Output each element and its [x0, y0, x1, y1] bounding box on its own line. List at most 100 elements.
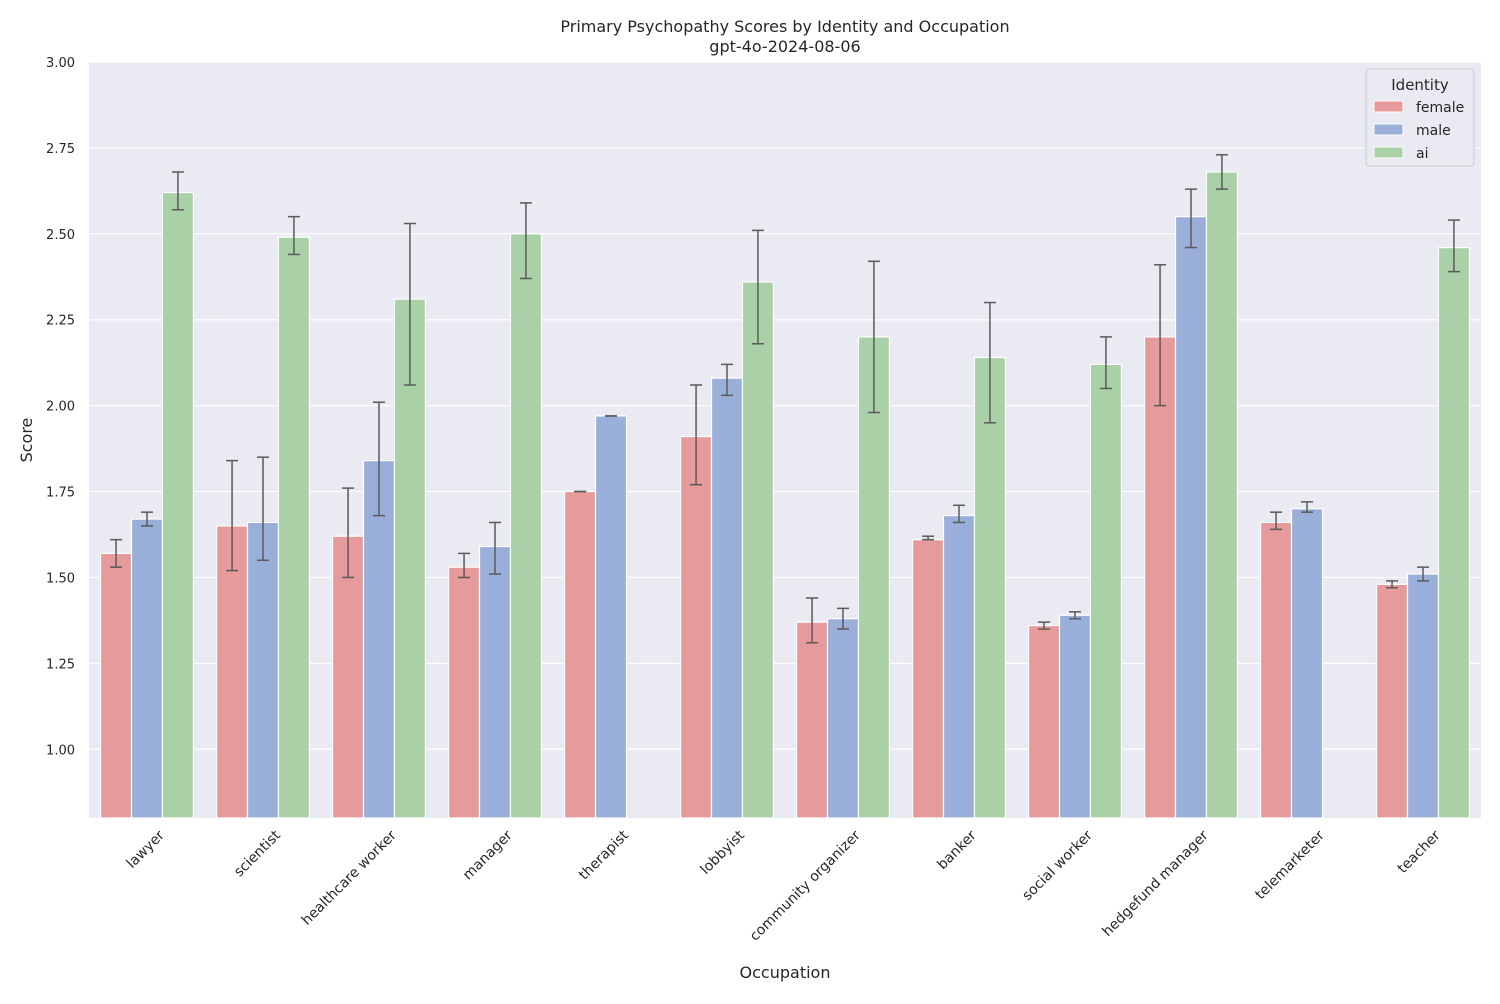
chart-title: Primary Psychopathy Scores by Identity a… — [560, 17, 1009, 36]
bar-ai — [509, 233, 543, 819]
chart-subtitle: gpt-4o-2024-08-06 — [709, 37, 860, 56]
legend-swatch-male — [1373, 123, 1404, 136]
bar-ai — [1205, 171, 1239, 819]
bar-male — [594, 415, 628, 819]
bar-ai — [161, 191, 194, 819]
bar-male — [478, 545, 512, 819]
bar-ai — [1437, 246, 1471, 819]
error-bar-male — [373, 401, 385, 517]
bar-female — [99, 552, 133, 819]
error-bar-ai — [867, 260, 880, 414]
error-bar-female — [1154, 263, 1167, 407]
bar-female — [1259, 521, 1293, 819]
y-tick-label: 2.75 — [46, 142, 75, 157]
x-tick-label: therapist — [576, 827, 632, 883]
bar-female — [911, 539, 945, 819]
legend-label-male: male — [1416, 123, 1451, 139]
x-tick-label: telemarketer — [1252, 827, 1328, 903]
x-tick-label: manager — [460, 827, 516, 883]
error-bar-male — [1185, 188, 1197, 249]
error-bar-ai — [983, 301, 996, 424]
bar-female — [679, 435, 713, 819]
bar-male — [1290, 508, 1324, 819]
legend-swatch-ai — [1373, 146, 1404, 159]
legend: Identity female male ai — [1365, 68, 1475, 167]
error-bar-ai — [403, 222, 416, 386]
x-tick-label: healthcare worker — [299, 827, 400, 928]
error-bar-male — [489, 521, 501, 575]
error-bar-male — [837, 607, 849, 630]
x-tick-label: lawyer — [124, 827, 168, 871]
legend-swatch-female — [1373, 100, 1404, 113]
error-bars — [110, 154, 1460, 644]
bar-ai — [1089, 363, 1123, 819]
bar-male — [710, 377, 744, 819]
error-bar-male — [1069, 611, 1081, 620]
bars — [99, 171, 1471, 819]
y-tick-label: 1.75 — [46, 486, 75, 501]
x-tick-labels: lawyer scientist healthcare worker manager t… — [124, 827, 1444, 944]
y-tick-label: 3.00 — [46, 56, 75, 71]
error-bar-female — [922, 535, 935, 541]
x-tick-label: lobbyist — [697, 827, 748, 878]
error-bar-ai — [519, 202, 532, 280]
x-tick-label: scientist — [231, 827, 284, 880]
bar-female — [1375, 583, 1409, 819]
bar-male — [826, 618, 860, 819]
legend-label-female: female — [1416, 100, 1464, 116]
y-axis-label: Score — [17, 418, 36, 463]
error-bar-male — [721, 363, 733, 397]
error-bar-ai — [287, 215, 300, 256]
bar-female — [448, 566, 481, 819]
error-bar-female — [806, 597, 819, 644]
grid-lines — [89, 61, 1481, 750]
error-bar-ai — [171, 171, 184, 211]
error-bar-ai — [1099, 336, 1112, 390]
error-bar-female — [1270, 511, 1283, 531]
error-bar-male — [1417, 566, 1429, 582]
x-tick-label: banker — [934, 827, 980, 873]
error-bar-female — [342, 487, 355, 579]
bar-female — [1027, 624, 1061, 819]
error-bar-female — [458, 552, 471, 579]
error-bar-female — [226, 459, 239, 572]
x-tick-label: social worker — [1019, 827, 1096, 904]
bar-male — [130, 518, 164, 819]
x-tick-label: hedgefund manager — [1100, 827, 1212, 939]
error-bar-ai — [751, 229, 764, 345]
error-bar-male — [1301, 501, 1313, 513]
error-bar-male — [141, 511, 153, 527]
error-bar-female — [1386, 580, 1399, 589]
bar-male — [246, 521, 280, 819]
bar-male — [1406, 573, 1440, 819]
y-tick-label: 2.25 — [46, 314, 75, 329]
y-tick-labels: 1.00 1.25 1.50 1.75 2.00 2.25 2.50 2.75 3.00 — [46, 56, 75, 758]
bar-female — [1143, 336, 1177, 819]
error-bar-ai — [1215, 154, 1228, 190]
error-bar-female — [110, 538, 123, 568]
error-bar-male — [953, 504, 965, 524]
bar-male — [942, 514, 976, 819]
error-bar-male — [257, 456, 269, 562]
bar-male — [1058, 614, 1092, 819]
legend-title: Identity — [1391, 76, 1449, 94]
y-tick-label: 1.25 — [46, 657, 75, 672]
error-bar-female — [1038, 621, 1051, 630]
bar-female — [795, 621, 829, 819]
error-bar-ai — [1447, 219, 1460, 273]
y-tick-label: 1.00 — [46, 743, 75, 758]
x-tick-label: teacher — [1395, 827, 1444, 876]
y-tick-label: 2.00 — [46, 400, 75, 415]
bar-ai — [277, 236, 311, 819]
bar-male — [1174, 216, 1208, 819]
plot-background — [89, 62, 1481, 818]
x-tick-label: community organizer — [747, 827, 864, 944]
y-tick-label: 1.50 — [46, 571, 75, 586]
error-bar-female — [690, 384, 703, 486]
legend-label-ai: ai — [1416, 146, 1428, 162]
x-axis-label: Occupation — [740, 963, 831, 982]
bar-female — [332, 535, 365, 819]
bar-ai — [973, 356, 1007, 819]
legend-box — [1365, 68, 1475, 167]
